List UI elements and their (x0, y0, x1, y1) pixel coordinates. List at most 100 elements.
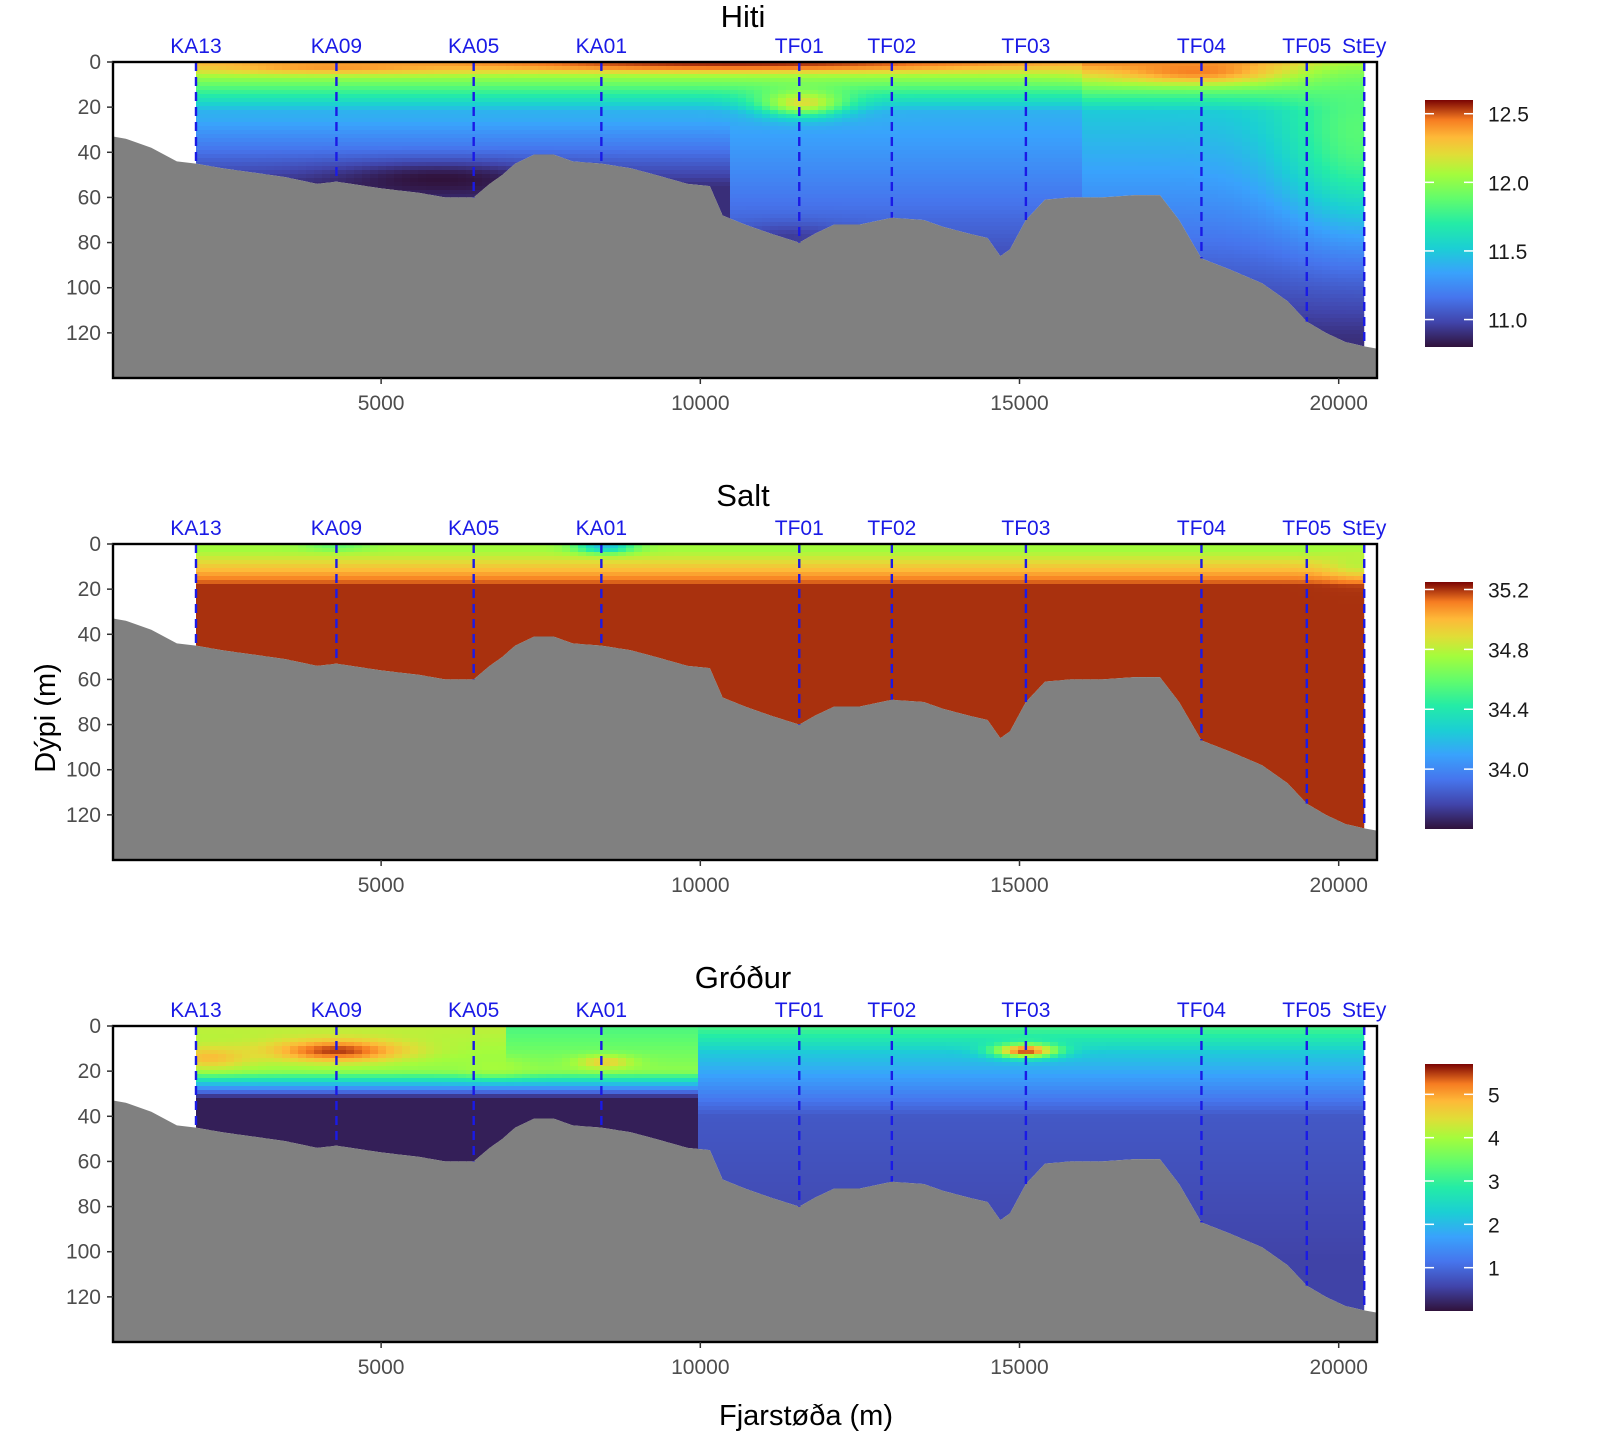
heatmap-cell (362, 138, 371, 143)
heatmap-cell (266, 150, 275, 155)
heatmap-cell (578, 98, 587, 103)
heatmap-cell (410, 86, 419, 91)
heatmap-cell (690, 158, 699, 163)
heatmap-cell (234, 94, 243, 99)
heatmap-cell (642, 126, 651, 131)
heatmap-cell (674, 110, 683, 115)
heatmap-cell (346, 90, 355, 95)
heatmap-cell (426, 122, 435, 127)
heatmap-cell (634, 134, 643, 139)
heatmap-cell (306, 158, 315, 163)
heatmap-cell (202, 98, 211, 103)
heatmap-cell (274, 130, 283, 135)
heatmap-cell (314, 150, 323, 155)
heatmap-cell (442, 74, 451, 79)
heatmap-cell (610, 118, 619, 123)
heatmap-cell (666, 118, 675, 123)
heatmap-cell (442, 110, 451, 115)
heatmap-cell (674, 142, 683, 147)
heatmap-cell (218, 158, 227, 163)
heatmap-cell (338, 90, 347, 95)
heatmap-cell (634, 126, 643, 131)
heatmap-cell (634, 98, 643, 103)
heatmap-cell (242, 90, 251, 95)
heatmap-cell (306, 154, 315, 159)
heatmap-cell (482, 178, 491, 183)
heatmap-cell (570, 154, 579, 159)
heatmap-cell (242, 142, 251, 147)
heatmap-cell (506, 94, 515, 99)
heatmap-cell (698, 66, 707, 71)
heatmap-cell (474, 166, 483, 171)
heatmap-cell (258, 118, 267, 123)
heatmap-cell (322, 86, 331, 91)
heatmap-cell (338, 70, 347, 75)
heatmap-cell (338, 174, 347, 179)
heatmap-cell (330, 98, 339, 103)
heatmap-cell (658, 110, 667, 115)
heatmap-cell (346, 138, 355, 143)
heatmap-cell (402, 166, 411, 171)
heatmap-cell (394, 66, 403, 71)
heatmap-cell (466, 126, 475, 131)
heatmap-cell (242, 114, 251, 119)
heatmap-cell (210, 126, 219, 131)
heatmap-cell (498, 154, 507, 159)
heatmap-cell (690, 78, 699, 83)
heatmap-cell (410, 178, 419, 183)
heatmap-cell (602, 110, 611, 115)
heatmap-cell (698, 134, 707, 139)
heatmap-cell (490, 146, 499, 151)
heatmap-cell (514, 150, 523, 155)
heatmap-cell (306, 66, 315, 71)
heatmap-cell (346, 86, 355, 91)
heatmap-cell (546, 126, 555, 131)
heatmap-cell (562, 154, 571, 159)
heatmap-cell (274, 106, 283, 111)
heatmap-cell (242, 106, 251, 111)
heatmap-cell (298, 114, 307, 119)
heatmap-cell (642, 118, 651, 123)
heatmap-cell (226, 62, 235, 67)
heatmap-cell (666, 130, 675, 135)
heatmap-cell (378, 134, 387, 139)
heatmap-cell (474, 106, 483, 111)
heatmap-cell (602, 134, 611, 139)
heatmap-cell (458, 94, 467, 99)
heatmap-cell (698, 126, 707, 131)
heatmap-cell (210, 78, 219, 83)
heatmap-cell (426, 142, 435, 147)
heatmap-cell (602, 94, 611, 99)
heatmap-cell (466, 94, 475, 99)
heatmap-cell (482, 126, 491, 131)
heatmap-cell (450, 162, 459, 167)
heatmap-cell (578, 94, 587, 99)
heatmap-cell (490, 130, 499, 135)
heatmap-cell (370, 94, 379, 99)
heatmap-cell (674, 114, 683, 119)
heatmap-cell (250, 82, 259, 87)
heatmap-cell (266, 142, 275, 147)
heatmap-cell (195, 158, 203, 163)
heatmap-cell (482, 114, 491, 119)
heatmap-cell (322, 70, 331, 75)
heatmap-cell (274, 134, 283, 139)
heatmap-cell (242, 122, 251, 127)
heatmap-cell (466, 162, 475, 167)
heatmap-cell (626, 74, 635, 79)
heatmap-cell (466, 138, 475, 143)
heatmap-cell (250, 86, 259, 91)
heatmap-cell (338, 122, 347, 127)
heatmap-cell (658, 154, 667, 159)
heatmap-cell (354, 82, 363, 87)
heatmap-cell (650, 110, 659, 115)
heatmap-cell (354, 146, 363, 151)
heatmap-cell (362, 166, 371, 171)
heatmap-cell (346, 154, 355, 159)
heatmap-cell (578, 146, 587, 151)
heatmap-cell (586, 94, 595, 99)
heatmap-cell (482, 98, 491, 103)
heatmap-cell (394, 118, 403, 123)
heatmap-cell (506, 62, 515, 67)
heatmap-cell (506, 154, 515, 159)
